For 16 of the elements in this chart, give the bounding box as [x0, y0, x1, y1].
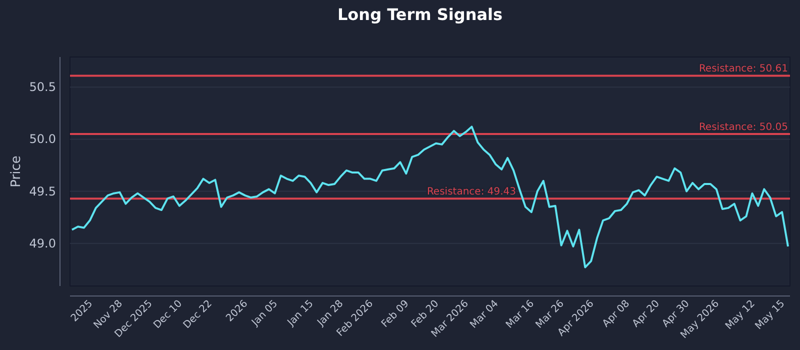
chart-title: Long Term Signals — [337, 5, 503, 24]
x-tick-label: Jan 15 — [285, 298, 316, 329]
x-tick-label: Apr 08 — [600, 298, 632, 330]
x-tick-label: Jan 05 — [249, 298, 280, 329]
y-axis-title: Price — [9, 156, 24, 188]
y-tick-label: 49.0 — [29, 236, 56, 250]
ref-line-label: Resistance: 50.05 — [698, 122, 788, 134]
y-tick-label: 50.0 — [29, 132, 56, 146]
x-tick-label: Apr 20 — [630, 298, 662, 330]
x-tick-label: Dec 22 — [182, 298, 214, 332]
x-tick-label: Feb 09 — [380, 298, 412, 330]
ref-line-label: Resistance: 49.43 — [426, 186, 516, 198]
y-tick-label: 49.5 — [29, 184, 56, 198]
y-tick-label: 50.5 — [29, 80, 56, 94]
ref-line-label: Resistance: 50.61 — [698, 64, 788, 75]
x-tick-label: Mar 04 — [468, 298, 501, 331]
